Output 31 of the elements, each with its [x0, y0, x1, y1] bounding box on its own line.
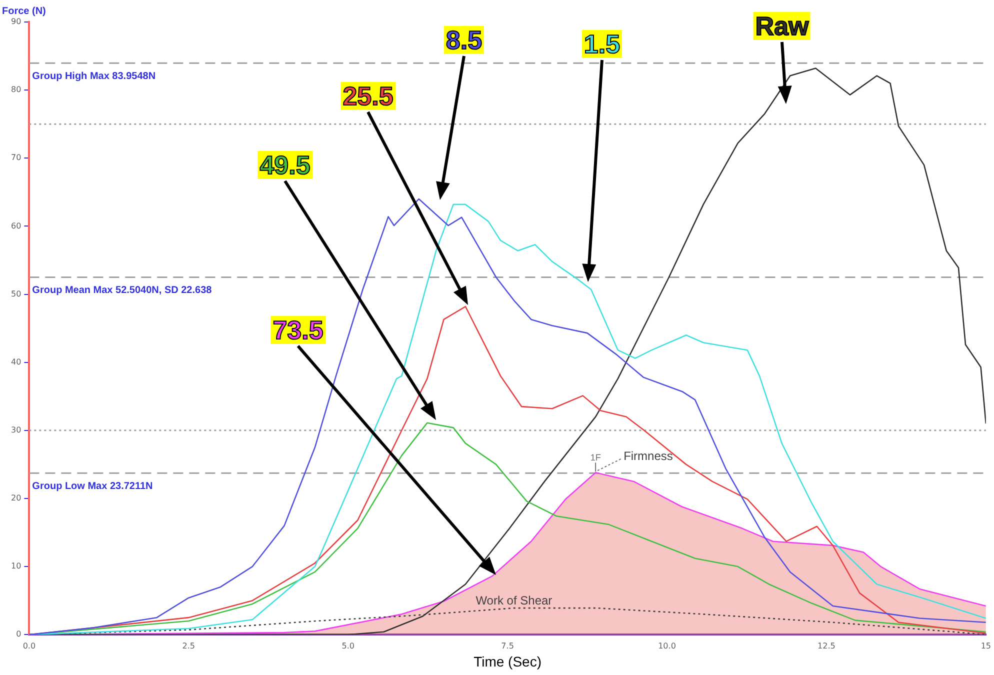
x-tick-label: 7.5 — [501, 641, 514, 650]
x-tick-label: 2.5 — [182, 641, 195, 650]
annotation: Firmness — [624, 448, 673, 463]
y-tick-label: 40 — [10, 357, 22, 366]
y-axis-title: Force (N) — [2, 6, 46, 17]
text: 49.5 — [258, 150, 312, 180]
text: 8.5 — [444, 25, 484, 55]
y-tick-label: 70 — [10, 153, 22, 162]
x-tick-label: 0.0 — [22, 641, 36, 650]
series-label: Raw — [753, 11, 811, 41]
x-tick-label: 15 — [980, 641, 992, 650]
y-tick-label: 60 — [10, 221, 22, 230]
y-tick-label: 80 — [10, 85, 22, 94]
text: 73.5 — [270, 315, 326, 345]
annotation: 1F — [590, 452, 602, 463]
ref-line-label: Group High Max 83.9548N — [32, 70, 156, 82]
series-label: Work of Shear — [476, 593, 552, 608]
ref-line-label: Group Mean Max 52.5040N, SD 22.638 — [32, 284, 212, 296]
x-tick-label: 10.0 — [658, 641, 676, 650]
x-tick-label: 5.0 — [342, 641, 354, 650]
ref-line-label: Group Low Max 23.7211N — [32, 480, 153, 492]
text: 1.5 — [582, 29, 622, 59]
y-tick-label: 0 — [16, 630, 22, 639]
y-tick-label: 90 — [10, 17, 22, 26]
x-axis-title: Time (Sec) — [474, 653, 542, 670]
y-tick-label: 30 — [10, 425, 22, 434]
x-tick-label: 12.5 — [818, 641, 836, 650]
y-tick-label: 50 — [10, 289, 22, 298]
text: 25.5 — [340, 81, 396, 111]
y-tick-label: 20 — [10, 494, 22, 503]
y-tick-label: 10 — [10, 562, 22, 571]
